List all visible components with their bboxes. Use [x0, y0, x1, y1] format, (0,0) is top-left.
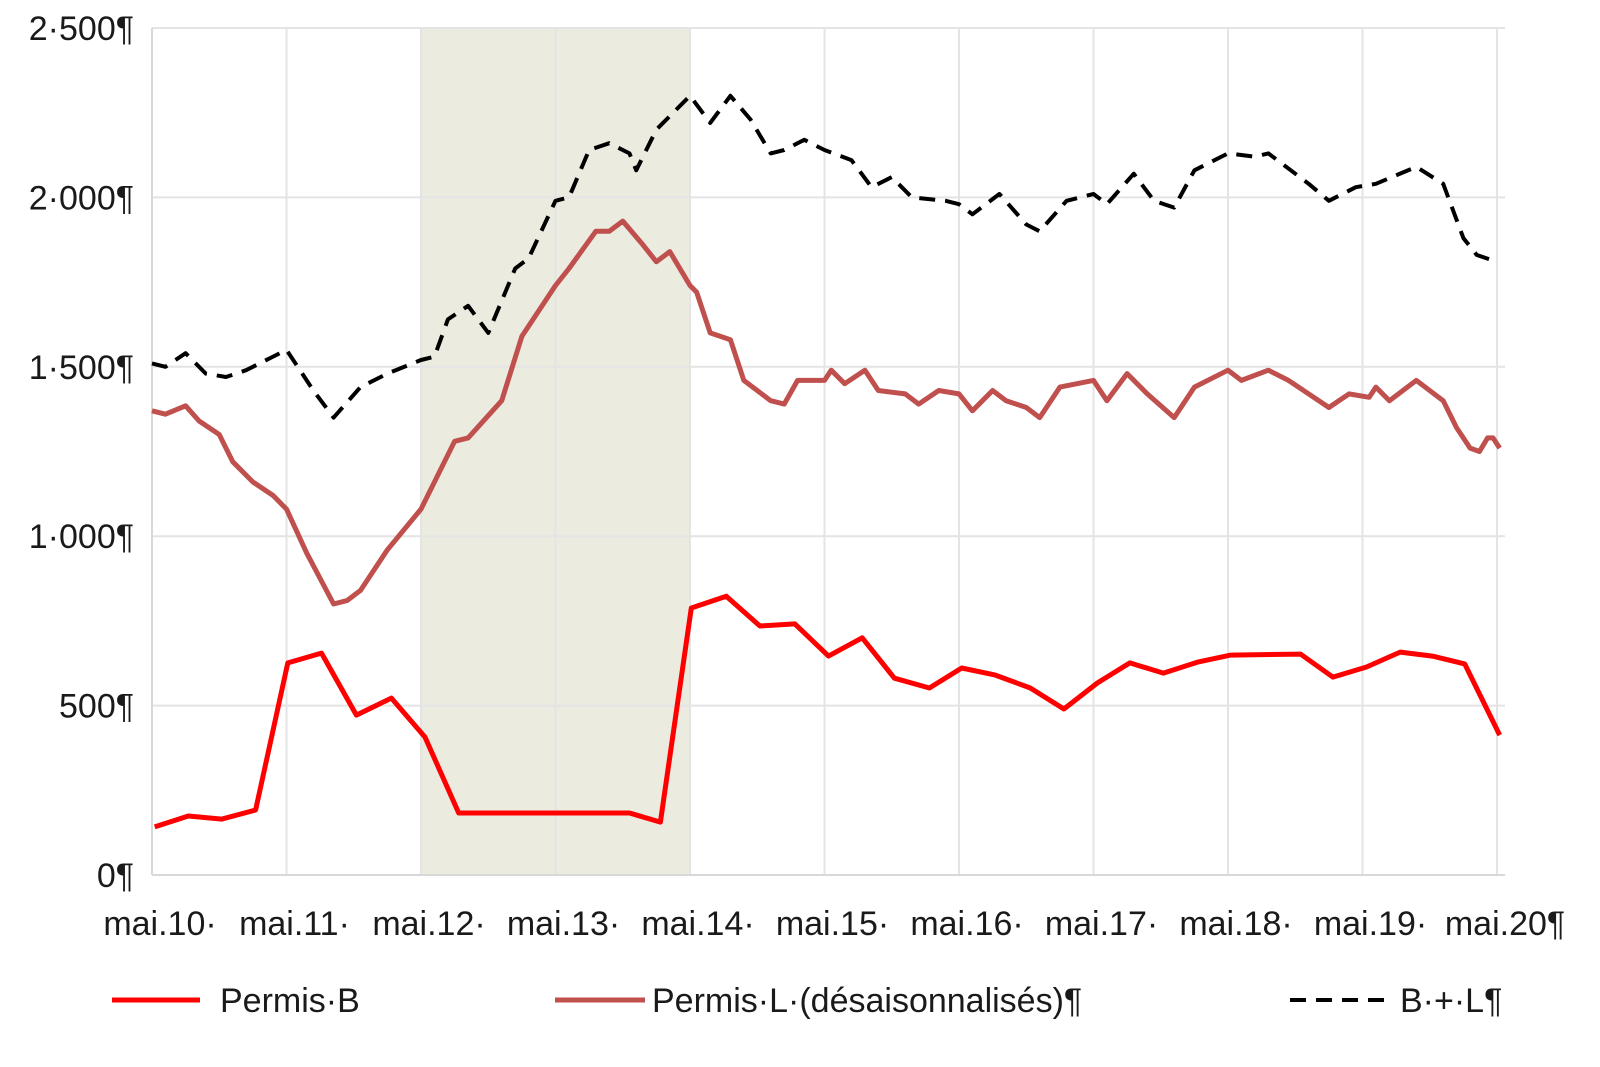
y-tick-label: 1·500¶: [29, 349, 134, 387]
x-tick-label: mai.15·: [776, 905, 889, 943]
x-tick-label: mai.13·: [507, 905, 620, 943]
series-line-0: [153, 593, 1502, 830]
legend-label-1: Permis·L·(désaisonnalisés)¶: [652, 982, 1082, 1020]
y-tick-label: 2·500¶: [29, 10, 134, 48]
x-tick-label: mai.16·: [910, 905, 1023, 943]
x-tick-label: mai.17·: [1045, 905, 1158, 943]
x-tick-label: mai.19·: [1314, 905, 1427, 943]
legend-label-2: B·+·L¶: [1400, 982, 1502, 1020]
x-tick-label: mai.10·: [103, 905, 216, 943]
y-tick-label: 500¶: [59, 688, 134, 726]
y-tick-label: 2·000¶: [29, 179, 134, 217]
series-line-1: [151, 218, 1502, 607]
legend-label-0: Permis·B: [220, 982, 360, 1020]
y-tick-label: 1·000¶: [29, 518, 134, 556]
x-tick-label: mai.18·: [1179, 905, 1292, 943]
series-line-2: [151, 93, 1498, 420]
x-tick-label: mai.20¶: [1445, 905, 1565, 943]
x-tick-label: mai.14·: [641, 905, 754, 943]
x-tick-label: mai.11·: [239, 905, 350, 943]
x-tick-label: mai.12·: [372, 905, 485, 943]
y-tick-label: 0¶: [97, 857, 134, 895]
